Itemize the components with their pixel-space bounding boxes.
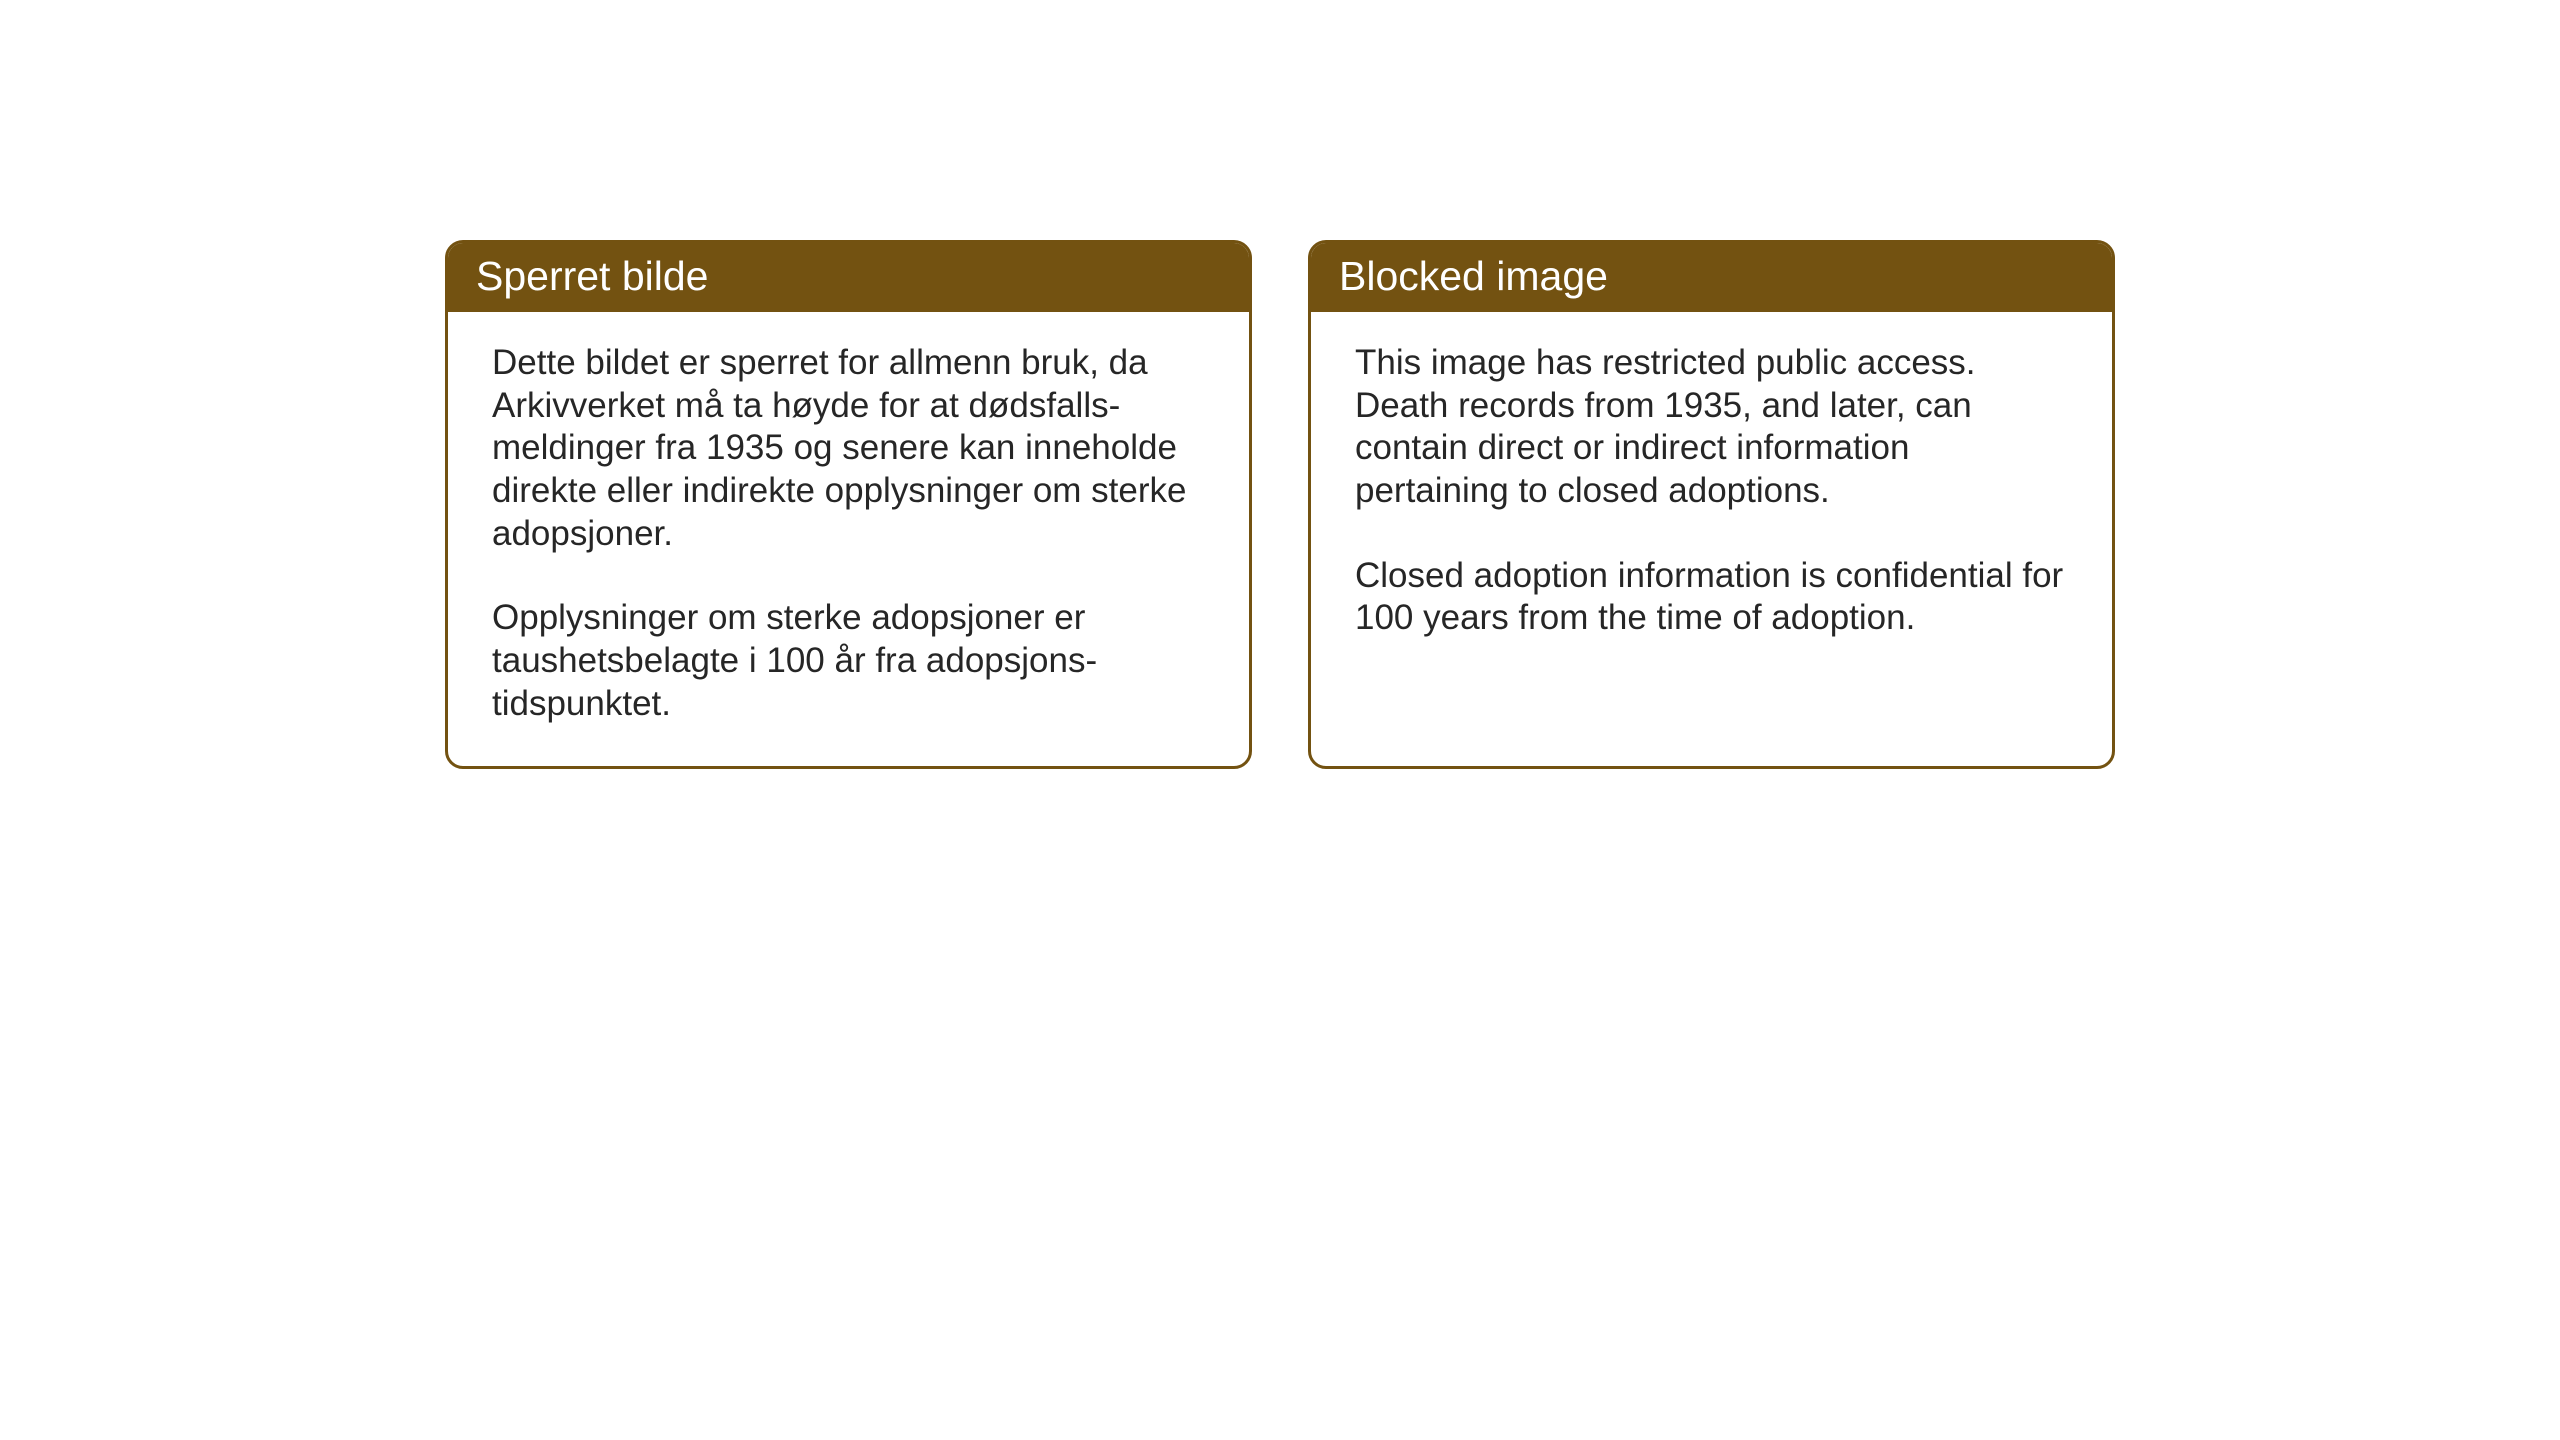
card-paragraph: Closed adoption information is confident…	[1355, 555, 2068, 640]
card-body-norwegian: Dette bildet er sperret for allmenn bruk…	[448, 312, 1249, 766]
notice-card-norwegian: Sperret bilde Dette bildet er sperret fo…	[445, 240, 1252, 769]
card-paragraph: Dette bildet er sperret for allmenn bruk…	[492, 342, 1205, 555]
notice-cards-container: Sperret bilde Dette bildet er sperret fo…	[445, 240, 2115, 769]
card-paragraph: Opplysninger om sterke adopsjoner er tau…	[492, 597, 1205, 725]
card-header-norwegian: Sperret bilde	[448, 243, 1249, 312]
notice-card-english: Blocked image This image has restricted …	[1308, 240, 2115, 769]
card-paragraph: This image has restricted public access.…	[1355, 342, 2068, 513]
card-header-english: Blocked image	[1311, 243, 2112, 312]
card-body-english: This image has restricted public access.…	[1311, 312, 2112, 724]
